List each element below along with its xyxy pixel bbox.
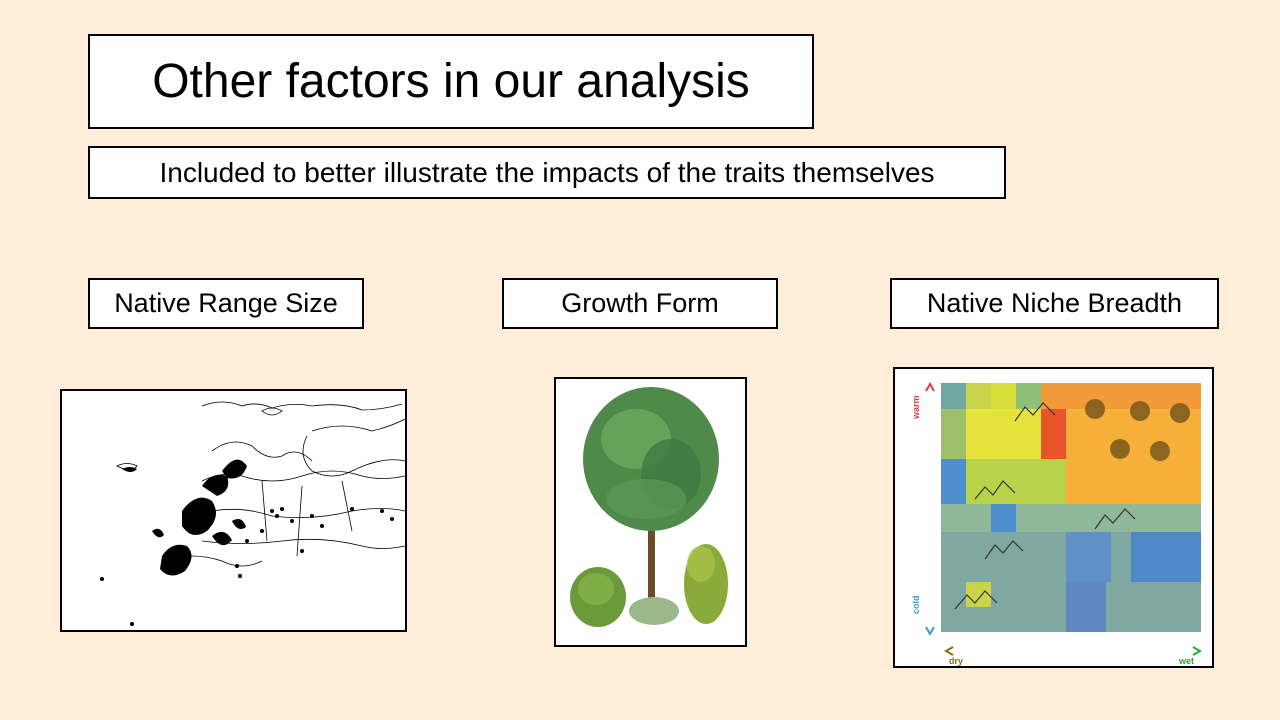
tree-illustration bbox=[570, 387, 728, 627]
native-niche-breadth-label: Native Niche Breadth bbox=[890, 278, 1219, 329]
niche-breadth-graphic: warm cold dry wet bbox=[911, 381, 1203, 666]
wet-label: wet bbox=[1178, 656, 1194, 666]
dry-label: dry bbox=[949, 656, 963, 666]
slide-title: Other factors in our analysis bbox=[88, 34, 814, 129]
slide-title-text: Other factors in our analysis bbox=[152, 55, 750, 108]
native-range-size-text: Native Range Size bbox=[114, 288, 338, 318]
slide-subtitle-text: Included to better illustrate the impact… bbox=[159, 156, 935, 188]
warm-label: warm bbox=[911, 395, 921, 420]
cold-label: cold bbox=[911, 595, 921, 614]
niche-breadth-image: warm cold dry wet bbox=[893, 367, 1214, 668]
native-range-size-label: Native Range Size bbox=[88, 278, 364, 329]
native-niche-breadth-text: Native Niche Breadth bbox=[926, 288, 1183, 318]
europe-map-graphic bbox=[100, 401, 405, 626]
range-map-image bbox=[60, 389, 407, 632]
slide-subtitle: Included to better illustrate the impact… bbox=[88, 146, 1006, 199]
growth-form-label: Growth Form bbox=[502, 278, 778, 329]
growth-form-image bbox=[554, 377, 747, 647]
growth-form-text: Growth Form bbox=[561, 288, 719, 318]
